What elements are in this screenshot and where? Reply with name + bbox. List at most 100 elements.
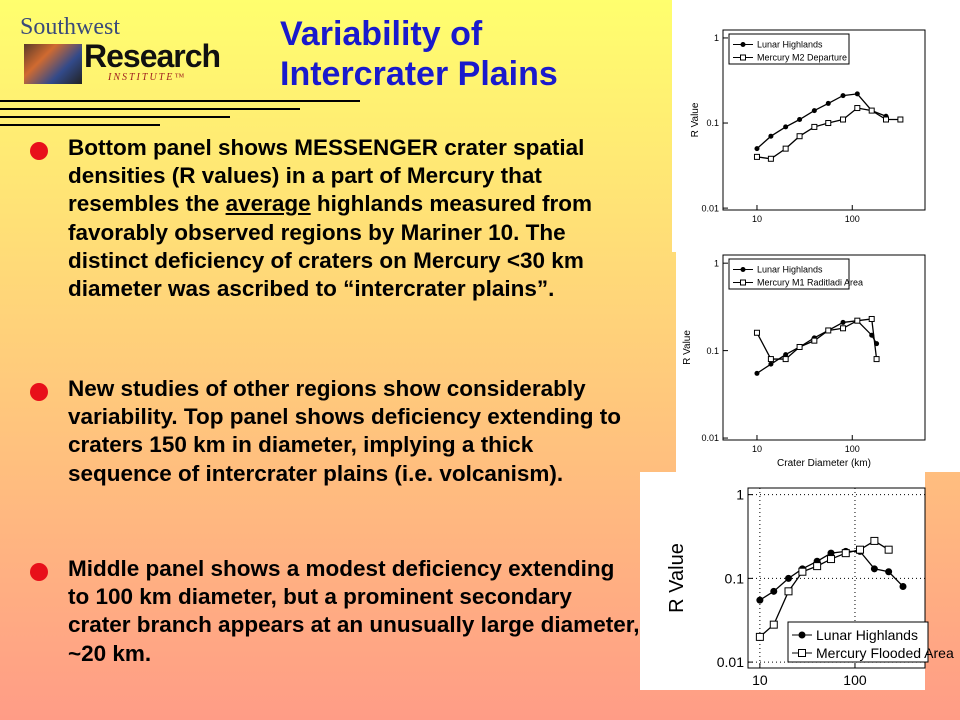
x-tick-label: 10 (752, 214, 762, 224)
legend-box (728, 33, 850, 65)
data-point (841, 549, 850, 558)
logo: Southwest Research INSTITUTE™ (18, 14, 221, 84)
data-point (811, 108, 817, 114)
data-point (796, 343, 803, 350)
data-point (854, 317, 861, 324)
text: New studies of other regions show consid… (68, 376, 622, 486)
legend-marker (798, 649, 806, 657)
rule (0, 124, 160, 126)
rule (0, 116, 230, 118)
bullet-text: Bottom panel shows MESSENGER crater spat… (68, 134, 640, 303)
data-point (755, 632, 764, 641)
bullet-dot (30, 142, 48, 160)
data-point (797, 117, 803, 123)
legend-marker (740, 42, 746, 47)
text: Bottom panel shows MESSENGER crater spat… (68, 135, 585, 217)
plot-frame (722, 254, 926, 441)
data-point (783, 124, 789, 130)
y-axis-label: R Value (690, 102, 701, 137)
logo-text: INSTITUTE™ (108, 72, 187, 83)
data-point (813, 562, 822, 571)
y-axis-label: R Value (666, 543, 688, 613)
y-tick-label: 1 (714, 258, 719, 268)
data-point (756, 596, 764, 604)
x-tick-label: 100 (845, 214, 860, 224)
underlined-text: average (225, 191, 311, 217)
data-point (753, 153, 760, 160)
data-point (899, 582, 907, 590)
y-tick-label: 0.01 (701, 203, 719, 213)
data-point (827, 555, 836, 564)
data-point (754, 146, 760, 152)
title-line: Intercrater Plains (280, 55, 558, 93)
y-tick-label: 0.1 (725, 570, 745, 586)
data-point (840, 93, 846, 99)
x-tick-label: 10 (752, 672, 768, 688)
text: highlands measured from favorably observ… (68, 191, 592, 302)
x-tick-label: 100 (843, 672, 867, 688)
series-line (756, 93, 887, 150)
legend-marker (798, 631, 806, 639)
bullet-dot (30, 563, 48, 581)
legend-label: Mercury M1 Raditladi Area (757, 278, 863, 288)
data-point (782, 145, 789, 152)
data-point (882, 116, 889, 123)
slide-title: Variability of Intercrater Plains (280, 14, 558, 94)
x-tick-label: 100 (845, 444, 860, 454)
rule (0, 108, 300, 110)
x-tick-label: 10 (752, 444, 762, 454)
data-point (768, 133, 774, 139)
y-tick-label: 1 (736, 487, 744, 503)
legend-marker (740, 279, 746, 286)
series-line (759, 540, 889, 638)
logo-text: Southwest (20, 14, 121, 40)
legend-label: Lunar Highlands (757, 265, 823, 275)
data-point (827, 549, 835, 557)
title-line: Variability of (280, 15, 483, 53)
data-point (856, 545, 865, 554)
data-point (753, 329, 760, 336)
legend-marker (740, 54, 746, 61)
data-point (768, 361, 774, 367)
data-point (840, 325, 847, 332)
series-line (756, 318, 878, 360)
data-point (870, 565, 878, 573)
y-tick-label: 0.1 (706, 118, 719, 128)
data-point (811, 123, 818, 130)
data-point (868, 315, 875, 322)
y-tick-label: 0.1 (706, 346, 719, 356)
data-point (884, 545, 893, 554)
data-point (873, 356, 880, 363)
data-point (798, 567, 807, 576)
data-point (784, 587, 793, 596)
text: Middle panel shows a modest deficiency e… (68, 556, 640, 666)
data-point (796, 133, 803, 140)
y-tick-label: 0.01 (717, 654, 744, 670)
data-point (840, 116, 847, 123)
data-point (885, 568, 893, 576)
y-axis-label: R Value (682, 330, 693, 365)
data-point (782, 356, 789, 363)
legend-marker (740, 267, 746, 272)
bullet-dot (30, 383, 48, 401)
data-point (840, 319, 846, 325)
data-point (868, 107, 875, 114)
rule (0, 100, 360, 102)
logo-text: Research (84, 38, 221, 74)
data-point (785, 574, 793, 582)
legend-label: Mercury Flooded Area (816, 645, 954, 661)
x-axis-label: Crater Diameter (km) (777, 458, 871, 469)
data-point (770, 587, 778, 595)
bullet-text: Middle panel shows a modest deficiency e… (68, 555, 640, 668)
plot-frame (722, 29, 926, 211)
legend-label: Mercury M2 Departure (757, 53, 847, 63)
y-tick-label: 0.01 (701, 433, 719, 443)
legend-box (787, 621, 929, 663)
data-point (825, 120, 832, 127)
data-point (854, 105, 861, 112)
data-point (870, 536, 879, 545)
data-point (767, 155, 774, 162)
data-point (811, 337, 818, 344)
